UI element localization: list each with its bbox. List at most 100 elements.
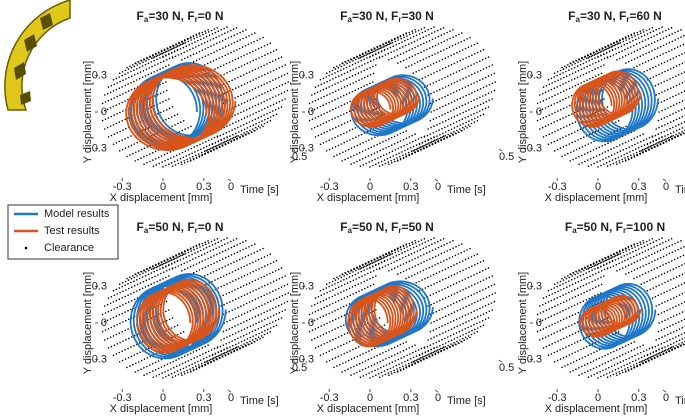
- title-part: =30 N, F: [580, 9, 626, 23]
- y-tick-label: -0.3: [295, 354, 314, 366]
- x-axis-label: X displacement [mm]: [110, 192, 213, 204]
- y-tick-label: -0.3: [88, 143, 107, 155]
- y-axis-label: Y displacement [mm]: [517, 272, 529, 375]
- title-subscript: a: [144, 15, 149, 24]
- t-tick-label: 0: [228, 392, 234, 404]
- panel-title: Fa=50 N, Fr=100 N: [565, 220, 665, 235]
- title-part: F: [340, 9, 347, 23]
- t-axis-label: Time [s]: [447, 395, 486, 407]
- title-part: =50 N, F: [577, 220, 623, 234]
- legend-label: Model results: [44, 208, 110, 220]
- x-tick-label: -0.3: [320, 181, 339, 193]
- title-subscript: r: [398, 15, 401, 24]
- title-subscript: a: [576, 15, 581, 24]
- title-part: =60 N: [629, 9, 661, 23]
- title-subscript: r: [195, 226, 198, 235]
- title-part: =50 N, F: [352, 220, 398, 234]
- title-part: =30 N, F: [352, 9, 398, 23]
- t-tick-label: 0.5: [292, 362, 307, 374]
- y-axis-label: Y displacement [mm]: [82, 272, 94, 375]
- clearance: [536, 237, 685, 379]
- x-tick-label: 0.3: [631, 392, 646, 404]
- y-axis-label: Y displacement [mm]: [82, 61, 94, 164]
- title-subscript: a: [572, 226, 577, 235]
- t-axis-label: Time [s]: [675, 395, 685, 407]
- x-axis-label: X displacement [mm]: [110, 403, 213, 415]
- t-tick-label: 0: [663, 392, 669, 404]
- panel-title: Fa=30 N, Fr=30 N: [340, 9, 434, 24]
- test-orbit: [125, 64, 237, 152]
- title-subscript: r: [623, 226, 626, 235]
- y-tick-label: -0.3: [523, 143, 542, 155]
- y-tick-label: 0.3: [92, 280, 107, 292]
- t-tick: [227, 389, 232, 393]
- title-part: F: [568, 9, 575, 23]
- test-orbit: [571, 70, 642, 128]
- y-axis-label: Y displacement [mm]: [517, 61, 529, 164]
- y-axis-label: Y displacement [mm]: [289, 272, 301, 375]
- y-tick-label: 0.3: [299, 69, 314, 81]
- t-axis-label: Time [s]: [240, 184, 279, 196]
- title-subscript: a: [144, 226, 149, 235]
- legend-label: Clearance: [44, 242, 94, 254]
- t-tick: [498, 359, 503, 363]
- x-tick-label: 0.3: [403, 181, 418, 193]
- title-part: =30 N: [401, 9, 433, 23]
- y-tick-label: 0.3: [299, 280, 314, 292]
- test-orbit: [136, 278, 220, 354]
- x-tick-label: 0: [367, 392, 373, 404]
- t-tick-label: 0.5: [292, 151, 307, 163]
- title-part: F: [565, 220, 572, 234]
- title-subscript: a: [348, 226, 353, 235]
- y-tick-label: 0: [536, 317, 542, 329]
- t-tick: [227, 178, 232, 182]
- title-part: =30 N, F: [148, 9, 194, 23]
- t-tick: [291, 148, 296, 152]
- y-tick-label: -0.3: [88, 354, 107, 366]
- y-tick-label: 0: [101, 106, 107, 118]
- legend-label: Test results: [44, 225, 100, 237]
- t-tick-label: 0: [435, 392, 441, 404]
- panel-title: Fa=50 N, Fr=0 N: [137, 220, 224, 235]
- title-part: =100 N: [626, 220, 665, 234]
- legend-swatch: [24, 246, 28, 250]
- t-tick-label: 0: [663, 181, 669, 193]
- t-tick: [498, 148, 503, 152]
- panel-title: Fa=30 N, Fr=60 N: [568, 9, 662, 24]
- test-orbit: [579, 294, 642, 338]
- x-tick-label: 0: [595, 181, 601, 193]
- y-tick-label: -0.3: [295, 143, 314, 155]
- x-axis-label: X displacement [mm]: [545, 403, 648, 415]
- title-subscript: a: [348, 15, 353, 24]
- panel-title: Fa=50 N, Fr=50 N: [340, 220, 434, 235]
- bearing-image: [4, 0, 71, 111]
- t-tick: [662, 389, 667, 393]
- y-tick-label: 0.3: [92, 69, 107, 81]
- x-tick-label: -0.3: [113, 392, 132, 404]
- y-tick-label: 0: [308, 106, 314, 118]
- title-part: =50 N: [401, 220, 433, 234]
- title-part: F: [137, 220, 144, 234]
- t-tick: [291, 359, 296, 363]
- title-subscript: r: [195, 15, 198, 24]
- clearance: [308, 26, 496, 168]
- title-part: F: [340, 220, 347, 234]
- x-tick-label: -0.3: [548, 392, 567, 404]
- t-tick: [434, 178, 439, 182]
- y-tick-label: 0.3: [527, 280, 542, 292]
- y-tick-label: 0.3: [527, 69, 542, 81]
- y-tick-label: -0.3: [523, 354, 542, 366]
- title-part: =0 N: [198, 220, 224, 234]
- x-tick-label: 0: [160, 181, 166, 193]
- t-tick-label: 0: [435, 181, 441, 193]
- title-subscript: r: [626, 15, 629, 24]
- t-tick-label: 0.5: [499, 151, 514, 163]
- x-tick-label: -0.3: [548, 181, 567, 193]
- x-axis-label: X displacement [mm]: [545, 192, 648, 204]
- panel-title: Fa=30 N, Fr=0 N: [137, 9, 224, 24]
- x-tick-label: 0.3: [403, 392, 418, 404]
- clearance: [536, 26, 685, 168]
- test-orbit: [350, 77, 421, 128]
- y-tick-label: 0: [101, 317, 107, 329]
